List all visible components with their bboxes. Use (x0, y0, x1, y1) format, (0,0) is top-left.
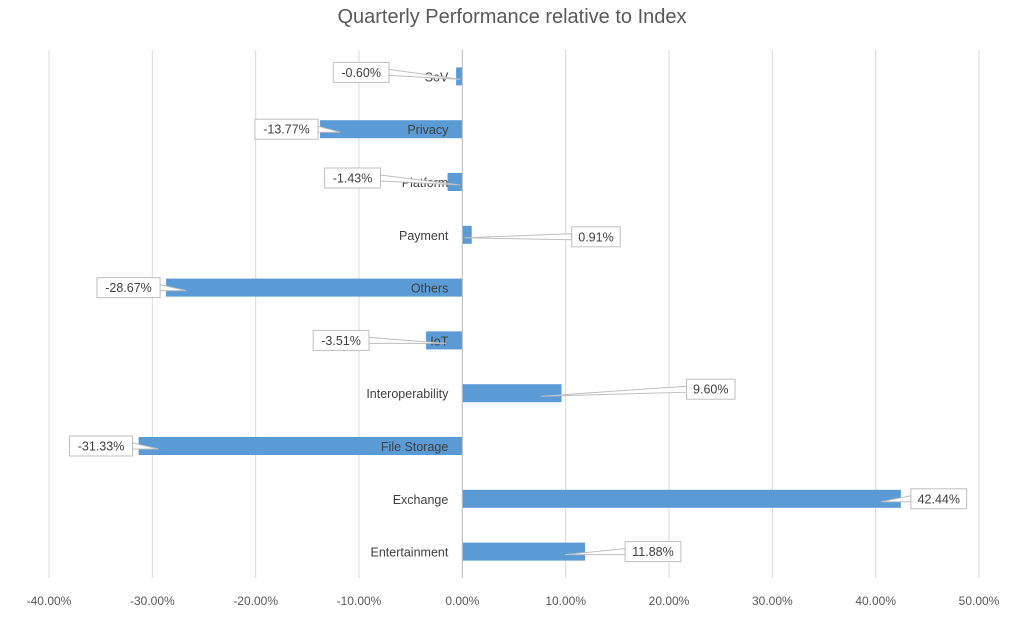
category-label: IoT (430, 334, 448, 348)
data-label-box (910, 488, 968, 510)
data-label: 42.44% (918, 492, 960, 506)
x-tick-label: -10.00% (337, 594, 382, 608)
x-tick-label: 0.00% (445, 594, 479, 608)
data-label: -31.33% (78, 440, 125, 454)
data-label-box (68, 435, 134, 457)
category-label: Others (411, 282, 449, 296)
x-tick-label: 50.00% (959, 594, 1000, 608)
data-label: 9.60% (693, 383, 728, 397)
data-label-box (96, 277, 161, 299)
data-label-box (254, 118, 319, 140)
x-tick-label: -30.00% (130, 594, 175, 608)
data-label-box (571, 226, 621, 248)
category-label: File Storage (381, 440, 448, 454)
data-label: -0.60% (341, 66, 381, 80)
callout-pointer (541, 385, 688, 397)
bar (426, 331, 463, 350)
callout-pointer (464, 233, 573, 241)
category-label: Payment (399, 229, 449, 243)
data-label-box (324, 167, 381, 189)
bar (462, 225, 472, 244)
category-label: Interoperability (366, 387, 449, 401)
category-label: Exchange (393, 493, 449, 507)
x-tick-label: -40.00% (27, 594, 72, 608)
bar (166, 278, 463, 297)
bar (320, 120, 463, 139)
bar (462, 489, 901, 508)
data-label: -3.51% (321, 334, 361, 348)
data-label: -28.67% (105, 281, 152, 295)
data-label: 0.91% (578, 230, 613, 244)
data-label: -13.77% (263, 123, 310, 137)
data-label: -1.43% (333, 172, 373, 186)
x-tick-label: 10.00% (545, 594, 586, 608)
data-label-box (332, 61, 390, 83)
bar (462, 542, 586, 561)
category-label: Entertainment (371, 546, 449, 560)
bar (138, 437, 463, 455)
x-tick-label: -20.00% (233, 594, 278, 608)
bar (456, 67, 463, 86)
chart-title: Quarterly Performance relative to Index (337, 6, 687, 28)
x-tick-label: 20.00% (649, 594, 690, 608)
bar (462, 384, 562, 403)
data-label: 11.88% (632, 545, 673, 559)
x-tick-label: 40.00% (855, 594, 896, 608)
data-label-box (624, 541, 682, 563)
data-label-box (686, 378, 736, 400)
data-label-box (312, 329, 370, 351)
category-label: Privacy (407, 123, 449, 137)
x-tick-label: 30.00% (752, 594, 793, 608)
bar (447, 173, 463, 191)
